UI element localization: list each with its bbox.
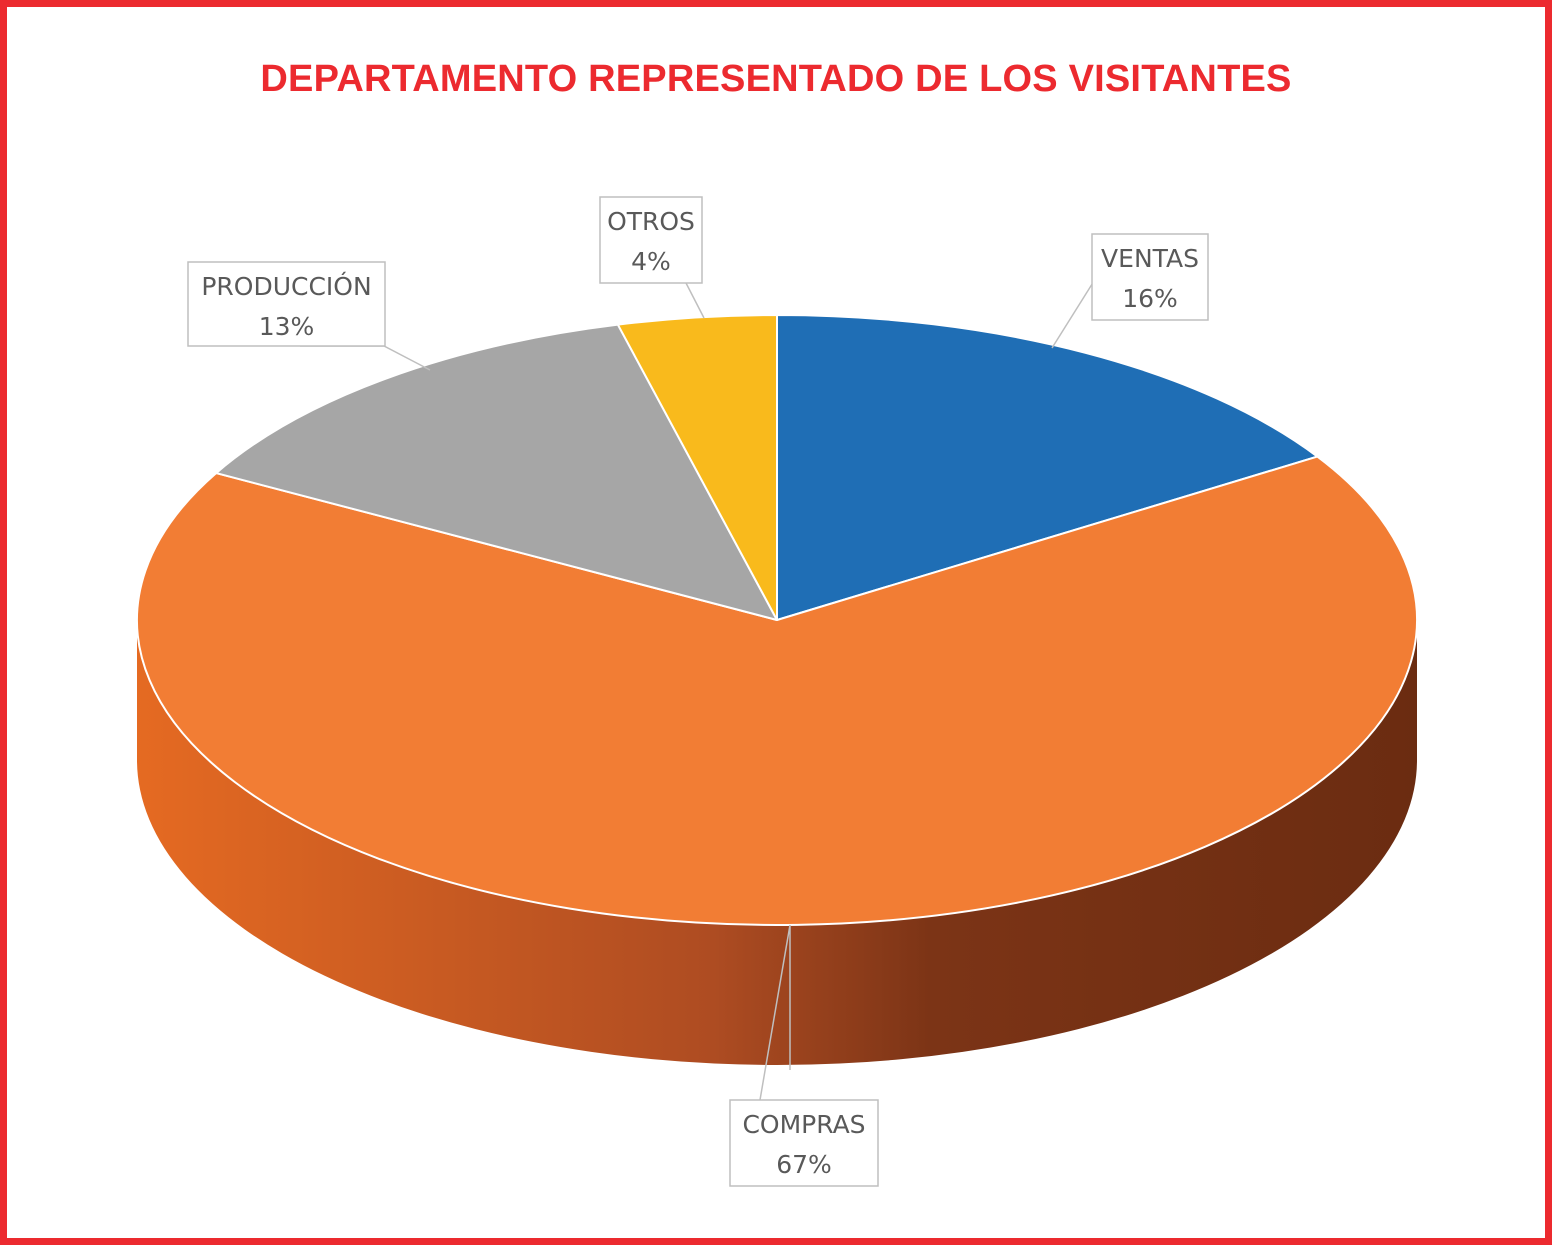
data-label-compras: COMPRAS 67% [729,924,879,1187]
pie-slice-otros [616,314,778,621]
label-box-otros [599,196,703,284]
value-label-compras: 67% [776,1150,832,1179]
label-box-produccion [187,261,386,347]
category-label-produccion: PRODUCCIÓN [201,271,371,301]
pie-side-wall [137,620,1417,1065]
category-label-otros: OTROS [607,207,695,236]
pie-slice-produccion [215,323,778,621]
category-label-compras: COMPRAS [742,1110,865,1139]
data-label-ventas: VENTAS 16% [1051,233,1209,349]
label-box-compras [729,1099,879,1187]
leader-line-produccion [300,345,431,371]
label-box-ventas [1091,233,1209,321]
value-label-produccion: 13% [259,312,315,341]
value-label-ventas: 16% [1122,284,1178,313]
leader-line-compras [759,924,791,1101]
pie-layer [136,314,1418,1065]
pie-slice-ventas [776,314,1319,621]
category-label-ventas: VENTAS [1101,244,1199,273]
leader-line-ventas [1051,280,1095,349]
chart-title: DEPARTAMENTO REPRESENTADO DE LOS VISITAN… [260,58,1292,100]
leader-line-otros [685,282,705,319]
label-layer: VENTAS 16% COMPRAS 67% PRODUCCIÓN 13% OTROS 4% [187,196,1209,1187]
pie-slice-compras [136,455,1418,926]
data-label-otros: OTROS 4% [599,196,705,319]
value-label-otros: 4% [631,247,671,276]
pie-side-compras [137,620,1417,1065]
data-label-produccion: PRODUCCIÓN 13% [187,261,431,371]
